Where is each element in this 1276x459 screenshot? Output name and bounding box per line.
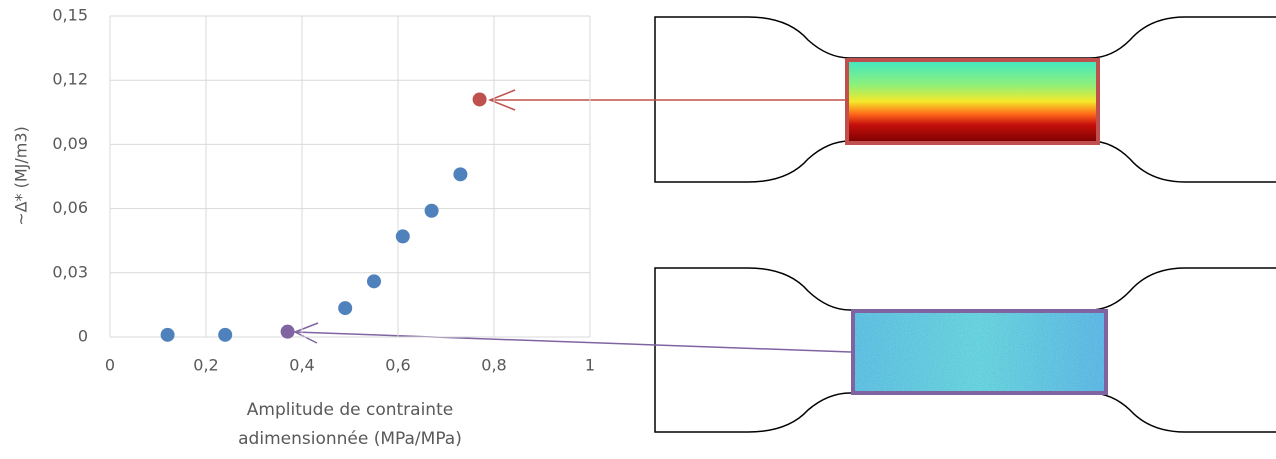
- x-axis-title: adimensionnée (MPa/MPa): [238, 429, 462, 449]
- y-tick-label: 0,06: [52, 198, 88, 217]
- x-tick-label: 0,2: [193, 356, 218, 375]
- specimen-bottom: [654, 267, 1276, 433]
- data-point: [453, 167, 468, 182]
- heatmap-high: [845, 58, 1100, 145]
- data-point: [395, 229, 410, 244]
- data-point: [280, 324, 295, 339]
- y-axis-title: ~Δ* (MJ/m3): [12, 126, 31, 226]
- x-tick-label: 1: [585, 356, 595, 375]
- x-tick-label: 0,8: [481, 356, 506, 375]
- y-tick-label: 0,12: [52, 70, 88, 89]
- data-point: [160, 327, 175, 342]
- data-point: [472, 92, 487, 107]
- data-point: [218, 327, 233, 342]
- y-tick-label: 0,03: [52, 262, 88, 281]
- y-tick-label: 0: [78, 327, 88, 346]
- x-axis-title: Amplitude de contrainte: [247, 400, 453, 420]
- heatmap-low-border: [851, 309, 1108, 395]
- y-tick-label: 0,15: [52, 6, 88, 25]
- data-point: [367, 274, 381, 289]
- x-tick-label: 0,6: [385, 356, 410, 375]
- data-point: [424, 203, 439, 218]
- x-tick-label: 0: [105, 356, 115, 375]
- arrow-low: [293, 322, 852, 353]
- y-tick-label: 0,09: [52, 134, 88, 153]
- arrow-high: [487, 89, 845, 111]
- data-point: [338, 301, 353, 316]
- x-tick-label: 0,4: [289, 356, 314, 375]
- heatmap-low-noise: [853, 311, 1106, 393]
